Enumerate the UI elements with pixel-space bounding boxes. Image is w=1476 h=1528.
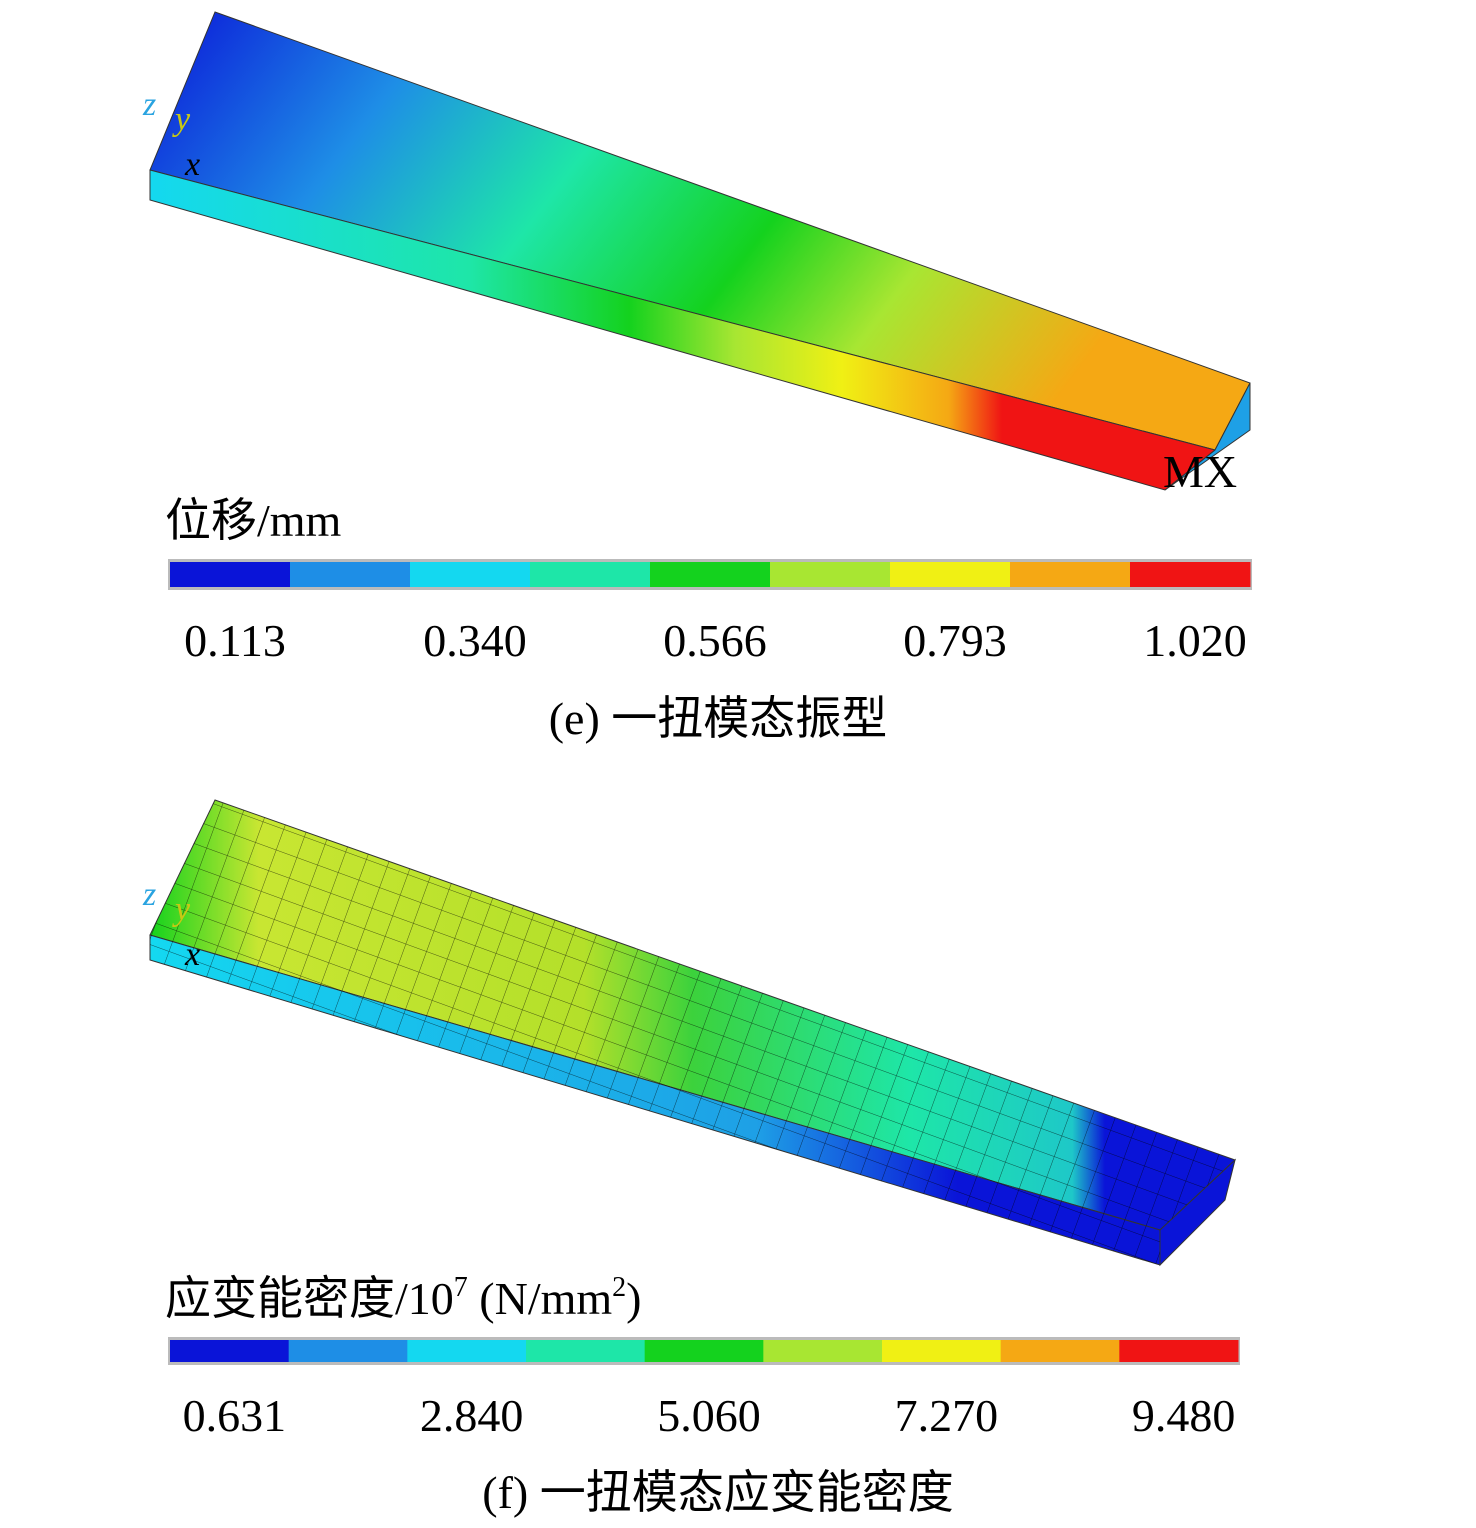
superscript: 7 — [454, 1272, 468, 1303]
colorbar-tick-label: 0.566 — [663, 615, 767, 666]
colorbar-tick-label: 2.840 — [420, 1390, 524, 1441]
axis-x: x — [184, 146, 200, 183]
colorbar-segment — [526, 1340, 646, 1362]
colorbar-segment — [650, 562, 771, 587]
colorbar-tick-label: 1.020 — [1143, 615, 1247, 666]
caption: (f) 一扭模态应变能密度 — [482, 1467, 953, 1518]
colorbar-segment — [1000, 1340, 1120, 1362]
strain-energy-model — [149, 799, 1236, 1267]
colorbar-tick-label: 7.270 — [895, 1390, 999, 1441]
superscript: 2 — [612, 1272, 626, 1303]
colorbar-segment — [407, 1340, 527, 1362]
colorbar-segment — [1010, 562, 1131, 587]
colorbar-segment — [882, 1340, 1002, 1362]
legend-title: 位移/mm — [165, 495, 342, 546]
axis-y: y — [172, 101, 191, 138]
legend-title-part: (N/mm — [468, 1273, 613, 1324]
mode-shape-model — [149, 11, 1251, 491]
colorbar-segment — [644, 1340, 764, 1362]
colorbar-tick-label: 0.340 — [423, 615, 527, 666]
legend-title-part: 应变能密度/10 — [165, 1273, 454, 1324]
legend-title-part: 位移/mm — [165, 495, 342, 546]
legend-title: 应变能密度/107 (N/mm2) — [165, 1272, 642, 1324]
caption: (e) 一扭模态振型 — [549, 693, 888, 744]
colorbar-tick-label: 0.793 — [903, 615, 1007, 666]
colorbar-segment — [170, 1340, 290, 1362]
colorbar-segment — [1119, 1340, 1239, 1362]
legend-title-part: ) — [626, 1273, 641, 1324]
colorbar-segment — [530, 562, 651, 587]
colorbar-segment — [410, 562, 531, 587]
axis-z: z — [142, 876, 156, 913]
colorbar-segment — [290, 562, 411, 587]
axis-y: y — [172, 891, 191, 928]
colorbar-segment — [890, 562, 1011, 587]
axis-x: x — [184, 936, 200, 973]
colorbar-tick-label: 9.480 — [1132, 1390, 1236, 1441]
colorbar-segment — [770, 562, 891, 587]
colorbar-tick-label: 5.060 — [657, 1390, 761, 1441]
colorbar-segment — [170, 562, 291, 587]
colorbar-segment — [1130, 562, 1251, 587]
colorbar-tick-label: 0.631 — [183, 1390, 287, 1441]
axis-z: z — [142, 86, 156, 123]
colorbar-segment — [763, 1340, 883, 1362]
max-marker: MX — [1163, 446, 1237, 497]
colorbar-tick-label: 0.113 — [184, 615, 286, 666]
colorbar-segment — [288, 1340, 408, 1362]
